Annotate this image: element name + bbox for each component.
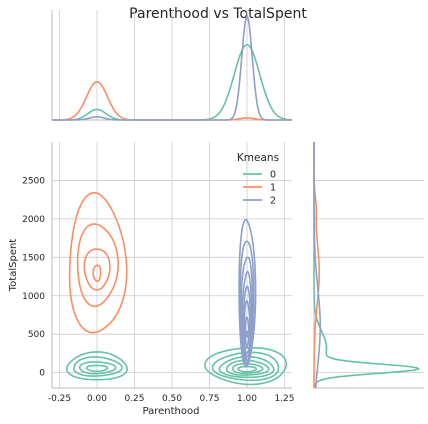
kde-contour-series-1 [92,264,102,283]
y-tick-label: 2000 [22,215,45,225]
kde-contour-series-0 [204,346,288,386]
kde-contour-series-2 [245,330,249,338]
kde-contour-series-0 [225,359,270,376]
x-tick-label: 1.25 [274,394,294,404]
right-marginal-axes [313,142,424,389]
kde-contour-series-0 [237,365,258,373]
kde-contour-series-2 [244,316,250,348]
y-axis-label: TotalSpent [8,239,19,293]
x-tick-label: 1.00 [237,394,257,404]
x-axis-label: Parenthood [143,406,200,417]
kde-contour-series-2 [241,270,253,362]
kde-contour-series-1 [83,248,111,291]
kde-contour-series-0 [85,364,109,373]
kde-contour-series-0 [231,362,264,375]
joint-axes: -0.25 0.00 0.25 0.50 0.75 1.00 1.25 0 500 1000 15… [8,142,295,417]
kde-contour-series-0 [211,351,280,382]
x-tick-label: 0.50 [162,394,182,404]
legend-label: 0 [270,170,276,181]
legend-title: Kmeans [237,152,279,164]
y-tick-label: 1000 [22,292,45,302]
top-marginal-axes [51,10,293,121]
x-tick-label: 0.25 [124,394,144,404]
right-marginal-curve-series-2 [313,142,322,389]
y-tick-label: 500 [28,330,45,340]
legend-label: 1 [270,183,276,194]
kde-contour-series-2 [242,285,252,358]
legend: Kmeans 0 1 2 [237,152,279,207]
y-tick-label: 2500 [22,176,45,186]
kde-contour-series-1 [76,223,119,308]
kde-contour-series-0 [65,351,129,381]
kde-contour-series-1 [68,191,128,334]
x-tick-label: -0.25 [48,394,71,404]
x-tick-label: 0.00 [87,394,107,404]
legend-label: 2 [270,196,276,207]
chart-title: Parenthood vs TotalSpent [129,6,307,22]
kde-contour-series-0 [73,356,123,377]
y-tick-label: 1500 [22,253,45,263]
kde-contour-series-0 [218,355,275,379]
x-tick-label: 0.75 [199,394,219,404]
right-marginal-curve-series-0 [313,142,421,389]
y-tick-label: 0 [39,369,45,379]
kde-contour-series-0 [78,361,117,375]
kde-contour-series-2 [243,300,251,355]
top-marginal-curve-series-2 [52,14,292,121]
